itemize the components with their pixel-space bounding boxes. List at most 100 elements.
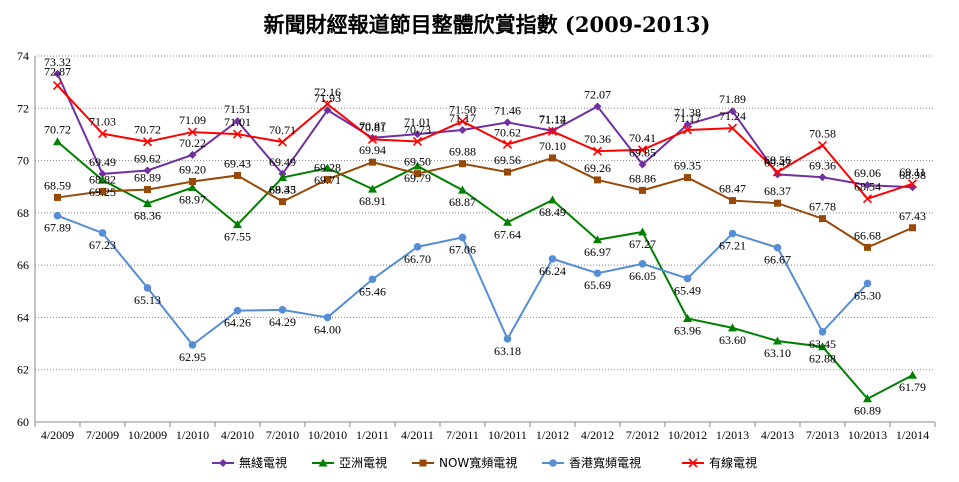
data-point-marker [688,458,698,468]
data-point-marker [233,117,242,126]
data-point-marker [189,177,196,185]
data-label: 68.37 [764,184,791,198]
x-tick-label: 10/2010 [308,428,347,442]
data-label: 64.00 [314,322,341,336]
data-point-marker [818,328,827,336]
data-point-marker [188,341,197,349]
y-tick-label: 72 [17,101,29,115]
x-tick-label: 1/2014 [896,428,929,442]
marker-stroke [682,125,693,135]
data-label: 65.13 [134,293,161,307]
marker-stroke [97,129,108,139]
data-point-marker [594,176,601,184]
data-point-marker [187,127,198,137]
data-label: 71.01 [224,115,251,129]
data-label: 62.88 [809,352,836,366]
data-point-marker [323,106,332,115]
data-label: 68.47 [719,182,746,196]
data-point-marker [458,125,467,134]
data-point-marker [368,275,377,284]
marker-stroke [817,140,828,150]
data-point-marker [98,175,107,184]
data-label: 67.64 [494,227,521,241]
data-label: 68.82 [89,172,116,186]
data-label: 71.14 [539,112,566,126]
data-point-marker [188,182,197,191]
data-label: 71.93 [314,91,341,105]
data-point-marker [234,171,241,179]
data-point-marker [639,186,646,194]
data-point-marker [367,134,378,144]
data-label: 70.72 [134,123,161,137]
data-label: 68.98 [899,168,926,182]
data-label: 63.18 [494,344,521,358]
marker-stroke [688,458,698,468]
legend-item: NOW寬頻電視 [412,455,517,470]
data-point-marker [278,306,287,314]
data-label: 71.17 [449,111,476,125]
data-point-marker [459,160,466,168]
data-point-marker [414,170,421,178]
data-point-marker [219,459,227,467]
data-label: 60.89 [854,404,881,418]
data-point-marker [592,146,603,156]
data-point-marker [233,220,242,229]
legend-item: 無綫電視 [212,455,287,470]
legend-label: NOW寬頻電視 [439,455,517,470]
x-tick-label: 1/2011 [356,428,389,442]
data-label: 69.06 [854,166,881,180]
data-label: 71.38 [674,105,701,119]
x-tick-label: 10/2012 [668,428,707,442]
data-point-marker [412,136,423,147]
data-point-marker [143,166,152,175]
data-point-marker [638,227,647,236]
data-point-marker [98,229,107,237]
data-label: 69.85 [629,145,656,159]
data-label: 67.23 [89,238,116,252]
data-point-marker [458,233,467,242]
data-point-marker [369,158,376,166]
marker-stroke [322,99,333,109]
data-label: 69.56 [494,153,521,167]
marker-stroke [367,134,378,144]
data-point-marker [278,173,287,182]
x-tick-label: 4/2012 [581,428,614,442]
data-point-marker [864,243,871,251]
x-tick-label: 7/2011 [446,428,479,442]
data-point-marker [413,130,422,139]
data-point-marker [593,269,602,278]
data-point-marker [547,126,558,136]
data-label: 64.29 [269,315,296,329]
x-tick-label: 10/2013 [848,428,887,442]
data-label: 68.87 [449,195,476,209]
data-label: 69.88 [449,145,476,159]
data-label: 67.06 [449,242,476,256]
data-label: 71.09 [179,113,206,127]
data-label: 67.89 [44,221,71,235]
marker-stroke [502,139,513,149]
data-point-marker [863,394,872,403]
data-point-marker [728,107,737,116]
data-label: 70.62 [494,125,521,139]
x-tick-label: 1/2010 [176,428,209,442]
data-label: 63.96 [674,323,701,337]
data-label: 68.43 [269,183,296,197]
data-point-marker [729,197,736,205]
marker-stroke [232,129,243,139]
marker-stroke [142,137,153,147]
series-line [56,140,913,400]
data-point-marker [549,459,557,467]
data-point-marker [233,306,242,315]
data-point-marker [773,336,782,345]
data-label: 69.71 [314,173,341,187]
data-label: 71.17 [674,111,701,125]
data-label: 69.35 [674,159,701,173]
data-label: 69.62 [134,152,161,166]
grid [35,55,935,371]
data-point-marker [503,335,512,343]
data-label: 68.59 [44,178,71,192]
y-tick-label: 64 [17,310,29,324]
marker-stroke [592,146,603,156]
